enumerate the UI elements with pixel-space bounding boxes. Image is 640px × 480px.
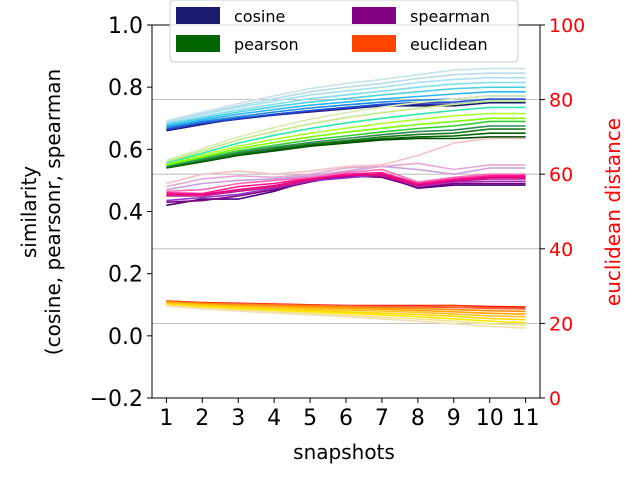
- series-line-cosine: [166, 67, 526, 122]
- series-line-euclidean: [166, 305, 526, 329]
- x-tick-label: 3: [231, 406, 245, 431]
- y-tick-label: 0.0: [108, 325, 143, 350]
- y-axis-label-line-2: (cosine, pearsonr, spearman: [41, 69, 65, 355]
- series-line-pearson: [166, 132, 526, 169]
- x-axis: 1 2 3 4 5 6 7 8 9 10 11: [159, 398, 540, 431]
- y-tick-label: 0.4: [108, 201, 143, 226]
- plot-frame: [151, 24, 541, 399]
- series-line-cosine: [166, 98, 526, 130]
- series-line-euclidean: [166, 301, 526, 315]
- series-line-cosine: [166, 86, 526, 126]
- y-tick-label: 0.2: [108, 263, 143, 288]
- x-tick-label: 1: [159, 406, 173, 431]
- x-tick-label: 4: [267, 406, 281, 431]
- y2-axis-label: euclidean distance: [601, 118, 625, 306]
- series-line-euclidean: [166, 304, 526, 327]
- x-tick-label: 2: [195, 406, 209, 431]
- x-tick-label: 11: [512, 406, 540, 431]
- series-line-pearson: [166, 128, 526, 168]
- legend-swatch-euclidean: [352, 35, 396, 52]
- series-line-spearman: [166, 168, 526, 193]
- y2-tick-label: 100: [549, 15, 585, 37]
- y-axis-label: similarity (cosine, pearsonr, spearman: [17, 69, 65, 355]
- y2-tick-label: 0: [549, 388, 561, 410]
- series-line-pearson: [166, 100, 526, 163]
- y-tick-label: 0.6: [108, 138, 143, 163]
- series-line-pearson: [166, 120, 526, 167]
- series-line-cosine: [166, 77, 526, 123]
- series-line-spearman: [166, 165, 526, 191]
- series-line-pearson: [166, 106, 526, 164]
- y2-tick-label: 80: [549, 90, 573, 112]
- y2-tick-label: 20: [549, 313, 573, 335]
- series-line-euclidean: [166, 303, 526, 321]
- series-line-euclidean: [166, 302, 526, 318]
- series-line-cosine: [166, 72, 526, 123]
- series-line-pearson: [166, 125, 526, 167]
- y-tick-label: 0.8: [108, 76, 143, 101]
- series-line-spearman: [166, 137, 526, 185]
- x-tick-label: 5: [303, 406, 317, 431]
- series-line-spearman: [166, 173, 526, 196]
- y-tick-label: −0.2: [90, 387, 143, 412]
- x-tick-label: 9: [447, 406, 461, 431]
- legend-swatch-pearson: [176, 35, 220, 52]
- series-line-euclidean: [166, 304, 526, 324]
- legend-swatch-spearman: [352, 7, 396, 24]
- y-tick-label: 1.0: [108, 14, 143, 39]
- series-line-spearman: [166, 171, 526, 195]
- series-line-cosine: [166, 81, 526, 124]
- series-line-spearman: [166, 162, 526, 188]
- series-line-cosine: [166, 91, 526, 127]
- x-axis-label: snapshots: [293, 440, 395, 464]
- legend-label-pearson: pearson: [234, 35, 299, 54]
- series-line-pearson: [166, 117, 526, 166]
- x-tick-label: 6: [339, 406, 353, 431]
- x-tick-label: 8: [411, 406, 425, 431]
- legend: cosine pearson spearman euclidean: [169, 0, 519, 63]
- series-lines: [166, 67, 526, 329]
- left-y-axis: −0.2 0.0 0.2 0.4 0.6 0.8 1.0: [90, 14, 152, 412]
- series-line-pearson: [166, 112, 526, 165]
- legend-label-cosine: cosine: [234, 7, 285, 26]
- series-line-spearman: [166, 174, 526, 202]
- x-tick-label: 7: [375, 406, 389, 431]
- y2-tick-label: 60: [549, 164, 573, 186]
- y2-tick-label: 40: [549, 239, 573, 261]
- legend-box: [169, 0, 519, 63]
- legend-label-euclidean: euclidean: [410, 35, 488, 54]
- legend-label-spearman: spearman: [410, 7, 490, 26]
- series-line-pearson: [166, 95, 526, 161]
- y-axis-label-line-1: similarity: [17, 166, 41, 258]
- right-y-axis: 0 20 40 60 80 100: [540, 15, 585, 410]
- x-tick-label: 10: [476, 406, 504, 431]
- legend-swatch-cosine: [176, 7, 220, 24]
